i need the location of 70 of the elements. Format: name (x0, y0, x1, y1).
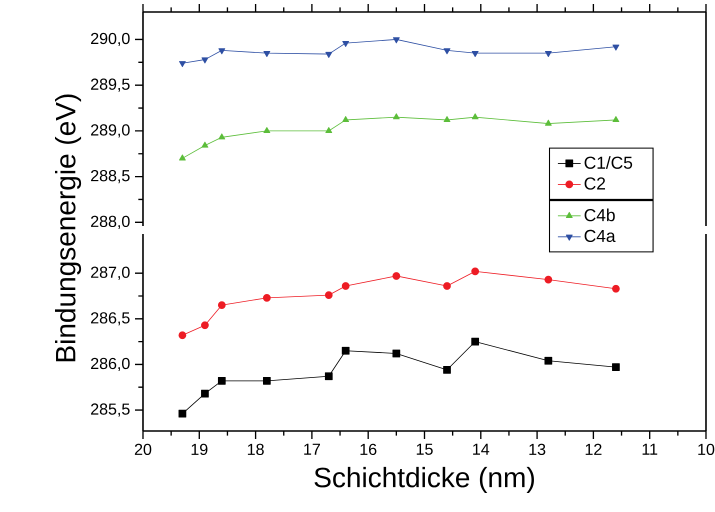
point (612, 363, 620, 372)
y-tick-label: 286,0 (91, 358, 130, 372)
point (342, 116, 350, 122)
y-axis-title: Bindungsenergie (eV) (54, 94, 82, 362)
point (201, 321, 209, 330)
point (471, 338, 480, 346)
point (612, 116, 620, 122)
point (443, 282, 451, 290)
point (178, 331, 186, 340)
point (472, 113, 479, 120)
y-tick-label: 290,0 (91, 32, 130, 46)
point (342, 346, 350, 355)
point (324, 291, 333, 299)
point (544, 356, 552, 365)
point (544, 120, 552, 126)
x-tick-label: 10 (698, 444, 714, 456)
y-tick-label: 286,5 (91, 312, 130, 326)
x-tick-label: 11 (642, 444, 658, 455)
x-tick-label: 19 (192, 444, 208, 456)
point (218, 301, 226, 310)
point (392, 272, 400, 280)
y-tick-label: 289,5 (91, 78, 130, 92)
point (202, 142, 208, 148)
point (612, 284, 620, 293)
y-tick-label: 285,5 (91, 403, 130, 417)
x-tick-label: 14 (473, 444, 490, 455)
point (218, 133, 226, 140)
point (324, 372, 333, 380)
point (392, 37, 400, 44)
point (262, 376, 271, 385)
point (325, 52, 332, 58)
point (471, 268, 480, 276)
point (612, 44, 620, 51)
x-tick-label: 12 (586, 444, 602, 455)
x-tick-label: 20 (134, 444, 152, 456)
y-tick-label: 289,0 (91, 124, 130, 138)
point (201, 390, 209, 398)
legend-label: C1/C5 (584, 156, 632, 169)
y-tick-label: 288,0 (91, 216, 130, 229)
point (263, 127, 270, 134)
point (443, 366, 451, 374)
point (392, 113, 400, 120)
x-tick-label: 17 (304, 444, 320, 455)
point (202, 57, 208, 64)
y-tick-label: 288,5 (91, 170, 130, 184)
point (325, 127, 332, 134)
point (218, 376, 226, 385)
point (544, 276, 552, 284)
x-tick-label: 13 (529, 444, 546, 456)
x-tick-label: 15 (416, 444, 433, 455)
y-tick-label: 287,0 (91, 266, 130, 280)
x-tick-label: 18 (248, 444, 264, 456)
point (444, 116, 450, 122)
point (179, 154, 186, 160)
point (444, 48, 450, 54)
point (342, 40, 350, 47)
legend-label: C4a (584, 230, 616, 242)
point (342, 282, 350, 290)
point (179, 61, 186, 68)
point (218, 48, 226, 54)
point (263, 51, 270, 58)
point (178, 410, 186, 418)
legend-label: C4b (584, 208, 615, 222)
point (392, 350, 400, 358)
point (262, 294, 271, 302)
point (544, 51, 552, 58)
x-axis-title: Schichtdicke (nm) (314, 466, 534, 493)
point (472, 51, 479, 58)
legend-label: C2 (584, 177, 606, 190)
x-tick-label: 16 (360, 444, 376, 456)
